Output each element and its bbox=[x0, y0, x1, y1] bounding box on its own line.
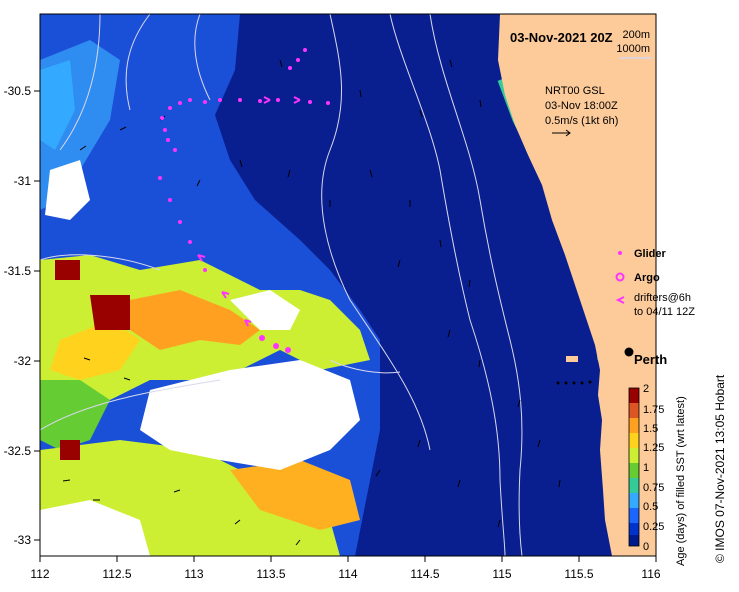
drifter-legend-line1: drifters@6h bbox=[634, 292, 691, 304]
colorbar-seg bbox=[629, 508, 639, 523]
yellow-region bbox=[50, 320, 140, 380]
x-tick-label: 116 bbox=[641, 567, 660, 581]
colorbar-frame bbox=[628, 387, 640, 547]
glider-legend-label: Glider bbox=[634, 248, 667, 260]
colorbar-tick: 0.5 bbox=[643, 501, 658, 513]
x-tick-label: 112 bbox=[30, 567, 49, 581]
drifter-legend: drifters@6h to 04/11 12Z bbox=[615, 292, 695, 318]
x-axis-ticks bbox=[39, 556, 657, 562]
colorbar-seg bbox=[629, 403, 639, 418]
red-patch bbox=[90, 295, 130, 330]
drifter-tracks bbox=[197, 96, 301, 327]
green-region bbox=[40, 380, 110, 450]
x-tick-label: 113 bbox=[184, 567, 203, 581]
x-axis-labels: 112 112.5 113 113.5 114 114.5 115 115.5 … bbox=[30, 567, 660, 581]
colorbar-seg bbox=[629, 418, 639, 433]
colorbar-tick: 0.75 bbox=[643, 482, 664, 494]
isobath-label-1000m: 1000m bbox=[616, 43, 650, 55]
colorbar-tick: 1.5 bbox=[643, 423, 658, 435]
y-tick-label: -32.5 bbox=[4, 444, 32, 458]
land-mass bbox=[498, 14, 656, 556]
colorbar-seg bbox=[629, 433, 639, 448]
y-tick-label: -31.5 bbox=[4, 264, 32, 278]
x-tick-label: 114.5 bbox=[410, 567, 439, 581]
y-axis-ticks bbox=[34, 90, 40, 541]
y-tick-label: -31 bbox=[14, 174, 32, 188]
x-tick-label: 115.5 bbox=[564, 567, 593, 581]
map-date-title: 03-Nov-2021 20Z bbox=[510, 30, 613, 45]
colorbar bbox=[628, 387, 640, 547]
colorbar-seg bbox=[629, 535, 639, 546]
cyan-ocean bbox=[40, 60, 75, 150]
scale-arrow-icon bbox=[552, 129, 571, 137]
drifter-legend-line2: to 04/11 12Z bbox=[634, 306, 695, 318]
no-data-region-3 bbox=[40, 500, 150, 556]
red-patch-2 bbox=[55, 260, 80, 280]
y-axis-labels: -30.5 -31 -31.5 -32 -32.5 -33 bbox=[4, 84, 32, 547]
colorbar-tick: 0 bbox=[643, 541, 649, 553]
red-patch-3 bbox=[60, 440, 80, 460]
x-tick-label: 112.5 bbox=[102, 567, 131, 581]
x-tick-label: 115 bbox=[492, 567, 511, 581]
colorbar-tick: 1.75 bbox=[643, 404, 664, 416]
y-tick-label: -32 bbox=[14, 354, 32, 368]
y-tick-label: -33 bbox=[14, 533, 32, 547]
colorbar-seg bbox=[629, 463, 639, 478]
current-scale: 0.5m/s (1kt 6h) bbox=[545, 115, 618, 127]
argo-markers bbox=[259, 335, 291, 353]
y-tick-label: -30.5 bbox=[4, 84, 32, 98]
offshore-dots bbox=[556, 380, 592, 385]
glider-legend: Glider bbox=[618, 248, 667, 260]
colorbar-seg bbox=[629, 448, 639, 463]
glider-track bbox=[158, 48, 330, 272]
no-data-region bbox=[140, 360, 360, 470]
rottnest-island bbox=[566, 356, 578, 362]
perth-marker-icon bbox=[624, 347, 634, 357]
x-tick-label: 114 bbox=[338, 567, 357, 581]
colorbar-seg bbox=[629, 388, 639, 403]
colorbar-tick: 1 bbox=[643, 462, 649, 474]
colorbar-tick: 0.25 bbox=[643, 521, 664, 533]
current-product: NRT00 GSL bbox=[545, 85, 605, 97]
colorbar-seg bbox=[629, 493, 639, 508]
colorbar-label: Age (days) of filled SST (wrt latest) bbox=[675, 396, 687, 566]
argo-legend-label: Argo bbox=[634, 272, 660, 284]
argo-legend: Argo bbox=[615, 272, 660, 284]
argo-legend-icon bbox=[615, 272, 625, 282]
isobath-contours bbox=[40, 14, 523, 556]
x-tick-label: 113.5 bbox=[256, 567, 285, 581]
orange-region bbox=[130, 290, 260, 350]
no-data-region-4 bbox=[45, 160, 90, 220]
city-label-perth: Perth bbox=[634, 352, 667, 367]
colorbar-tick: 1.25 bbox=[643, 442, 664, 454]
glider-legend-icon bbox=[618, 251, 622, 255]
no-data-region-2 bbox=[230, 290, 300, 330]
credit-text: © IMOS 07-Nov-2021 13:05 Hobart bbox=[713, 374, 727, 563]
current-vectors bbox=[62, 59, 561, 546]
current-time: 03-Nov 18:00Z bbox=[545, 100, 618, 112]
colorbar-seg bbox=[629, 478, 639, 493]
lower-orange-region bbox=[230, 460, 360, 530]
colorbar-ticks: 2 1.75 1.5 1.25 1 0.75 0.5 0.25 0 bbox=[643, 383, 664, 553]
drifter-legend-icon bbox=[615, 296, 625, 304]
colorbar-tick: 2 bbox=[643, 383, 649, 395]
isobath-label-200m: 200m bbox=[622, 29, 650, 41]
colorbar-seg bbox=[629, 523, 639, 535]
